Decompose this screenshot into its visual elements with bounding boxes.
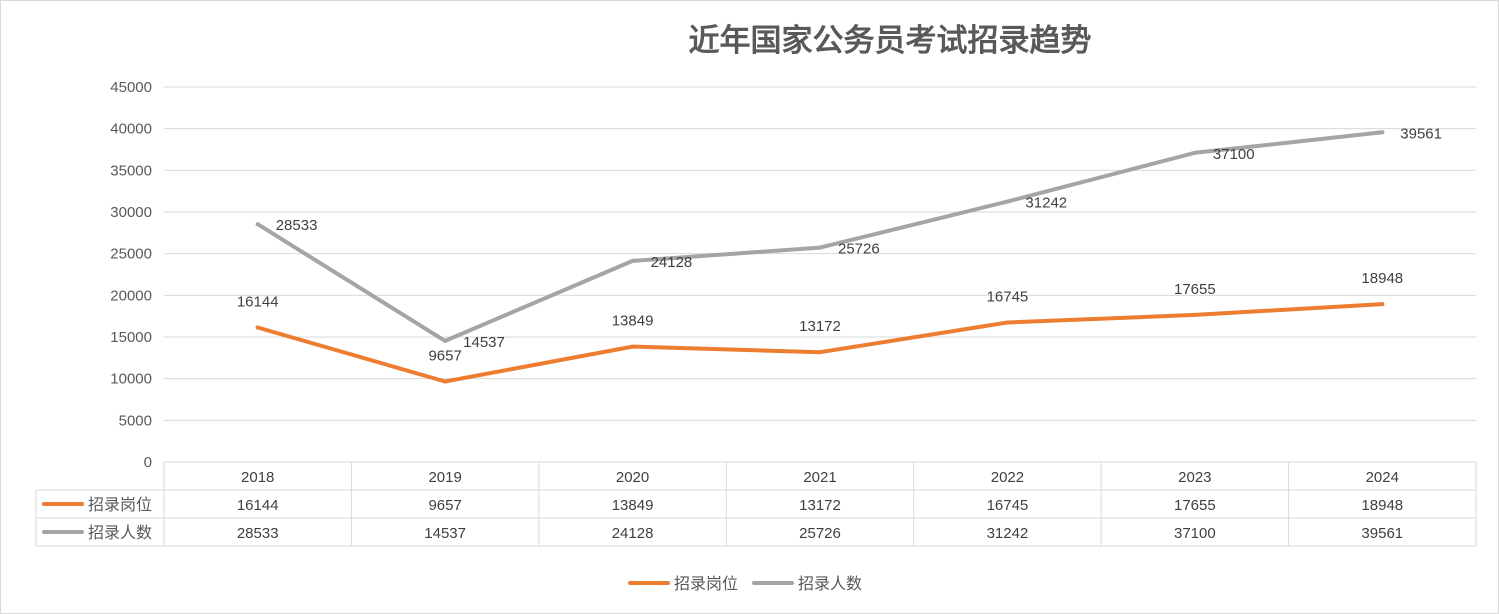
series-lines — [255, 130, 1385, 384]
table-cell: 37100 — [1174, 525, 1216, 542]
table-cell: 17655 — [1174, 497, 1216, 514]
x-category-label: 2019 — [428, 469, 461, 486]
data-point — [1005, 320, 1010, 325]
table-cell: 31242 — [987, 525, 1029, 542]
data-label: 16144 — [237, 293, 279, 310]
data-point — [1192, 312, 1197, 317]
table-series-name: 招录人数 — [88, 523, 152, 542]
data-point — [1380, 130, 1385, 135]
data-point — [818, 350, 822, 355]
data-point — [255, 325, 260, 330]
y-tick-label: 15000 — [110, 329, 152, 346]
data-point — [443, 379, 448, 384]
data-label: 18948 — [1361, 270, 1403, 287]
data-point — [255, 222, 260, 227]
y-tick-label: 10000 — [110, 371, 152, 388]
data-label: 28533 — [276, 217, 318, 234]
data-labels: 16144 9657 13849 13172 16745 17655 18948 28533 1… — [237, 125, 1442, 364]
data-label: 13849 — [612, 313, 654, 330]
table-cell: 9657 — [428, 497, 461, 514]
data-label: 16745 — [987, 288, 1029, 305]
data-point — [1192, 150, 1197, 155]
data-label: 9657 — [428, 348, 461, 365]
data-label: 13172 — [799, 318, 841, 335]
x-category-label: 2018 — [241, 469, 274, 486]
y-tick-label: 5000 — [119, 412, 152, 429]
data-label: 37100 — [1213, 146, 1255, 163]
data-label: 14537 — [463, 334, 505, 351]
data-label: 31242 — [1025, 195, 1067, 212]
table-cell: 13849 — [612, 497, 654, 514]
data-label: 24128 — [651, 254, 693, 271]
data-table: 2018 2019 2020 2021 2022 2023 2024 招录岗位 16144 965… — [35, 461, 1477, 547]
table-cell: 13172 — [799, 497, 841, 514]
data-point — [630, 258, 635, 263]
data-label: 17655 — [1174, 281, 1216, 298]
data-point — [630, 344, 635, 349]
x-category-label: 2022 — [991, 469, 1024, 486]
table-series-name: 招录岗位 — [88, 495, 152, 514]
y-tick-label: 35000 — [110, 162, 152, 179]
table-cell: 28533 — [237, 525, 279, 542]
table-cell: 25726 — [799, 525, 841, 542]
x-category-label: 2020 — [616, 469, 649, 486]
y-tick-label: 0 — [144, 454, 152, 471]
y-axis: 0 5000 10000 15000 20000 25000 30000 35000 40000… — [110, 79, 152, 471]
x-category-label: 2024 — [1366, 469, 1399, 486]
table-cell: 39561 — [1361, 525, 1403, 542]
data-label: 25726 — [838, 241, 880, 258]
legend-entry: 招录岗位 — [674, 574, 738, 593]
table-cell: 18948 — [1361, 497, 1403, 514]
chart-title: 近年国家公务员考试招录趋势 — [689, 23, 1092, 59]
table-cell: 16745 — [987, 497, 1029, 514]
legend: 招录岗位 招录人数 — [628, 574, 862, 593]
legend-entry: 招录人数 — [798, 574, 862, 593]
gridlines — [164, 86, 1476, 463]
x-category-label: 2021 — [803, 469, 836, 486]
y-tick-label: 40000 — [110, 121, 152, 138]
y-tick-label: 30000 — [110, 204, 152, 221]
data-point — [818, 245, 822, 250]
y-tick-label: 20000 — [110, 287, 152, 304]
table-cell: 24128 — [612, 525, 654, 542]
table-cell: 14537 — [424, 525, 466, 542]
data-label: 39561 — [1400, 125, 1442, 142]
data-point — [1005, 199, 1010, 204]
y-tick-label: 45000 — [110, 79, 152, 96]
data-point — [443, 338, 448, 343]
data-point — [1380, 302, 1385, 307]
table-cell: 16144 — [237, 497, 279, 514]
x-category-label: 2023 — [1178, 469, 1211, 486]
y-tick-label: 25000 — [110, 246, 152, 263]
